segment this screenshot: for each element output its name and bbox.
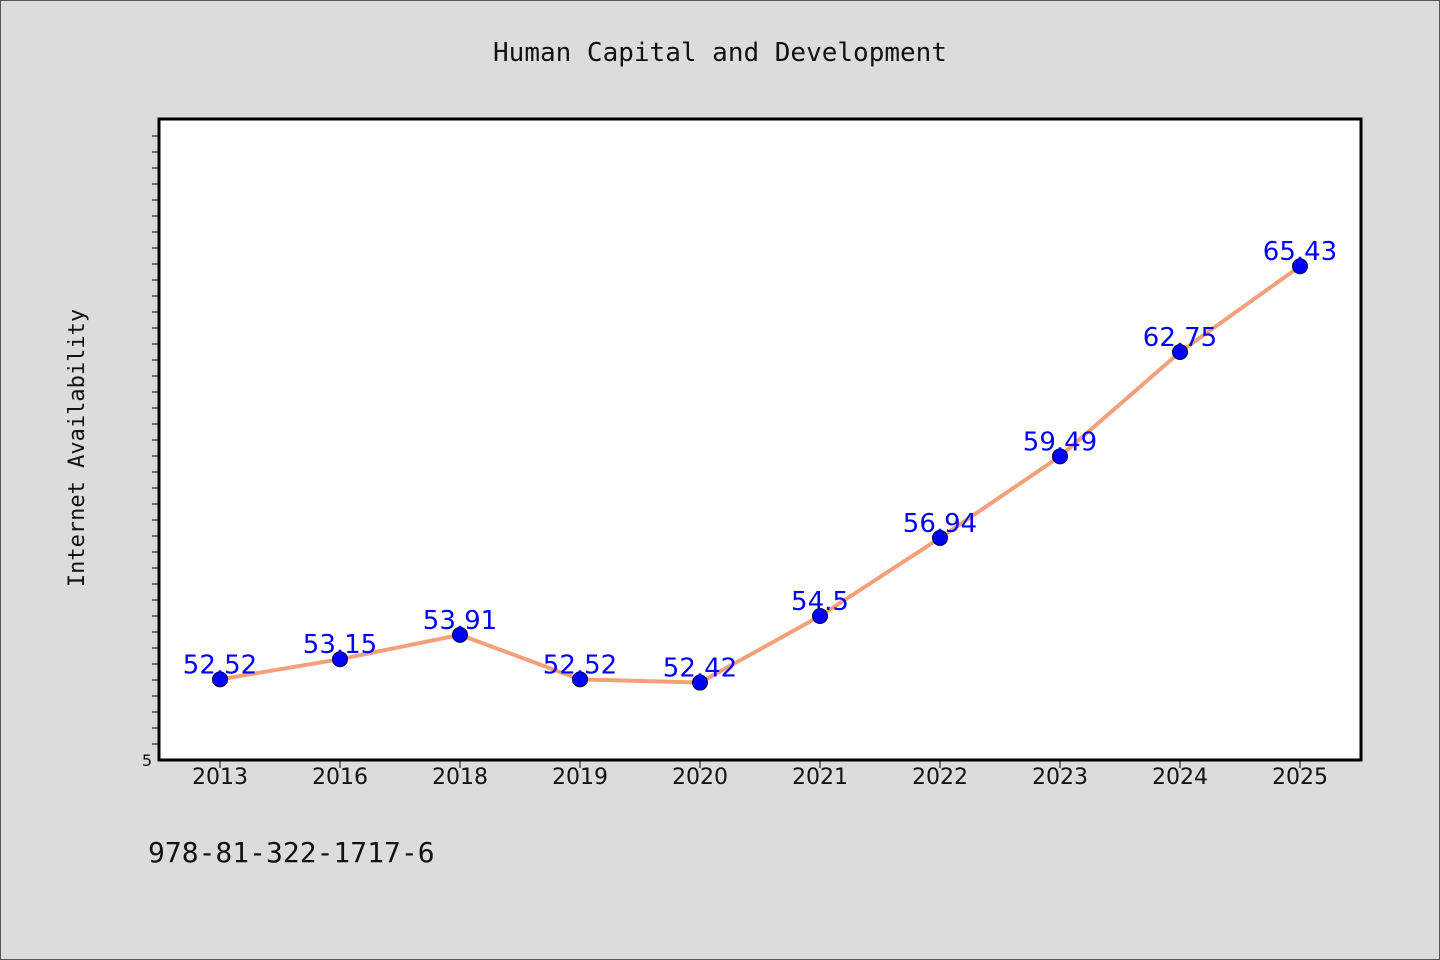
y-axis-label: Internet Availability — [65, 309, 90, 587]
data-point — [932, 529, 948, 546]
x-tick-label: 2013 — [192, 765, 248, 790]
y-tick-label: 5 — [142, 751, 152, 770]
data-label: 53.15 — [303, 630, 377, 660]
x-tick-label: 2022 — [912, 765, 968, 790]
x-tick-label: 2025 — [1272, 765, 1328, 790]
data-point — [692, 674, 708, 691]
data-label: 62.75 — [1143, 323, 1217, 353]
x-tick-label: 2019 — [552, 765, 608, 790]
x-tick-label: 2018 — [432, 765, 488, 790]
plot-area — [157, 117, 1363, 762]
data-point — [812, 608, 828, 624]
data-point — [452, 626, 468, 643]
x-tick-label: 2021 — [792, 765, 848, 790]
data-label: 65.43 — [1263, 237, 1337, 267]
data-point — [212, 671, 228, 688]
x-tick-label: 2023 — [1032, 765, 1088, 790]
data-label: 52.52 — [183, 650, 257, 680]
data-label: 52.42 — [663, 654, 737, 684]
x-tick-label: 2024 — [1152, 765, 1208, 790]
data-label: 56.94 — [903, 509, 977, 539]
footer-text: 978-81-322-1717-6 — [148, 836, 435, 869]
data-label: 54.5 — [791, 587, 849, 617]
series-group: 52.52 53.15 53.91 52.52 52.42 54.5 56.94 59.49 6… — [183, 237, 1337, 691]
data-point — [1052, 448, 1068, 465]
series-line — [218, 264, 1302, 685]
data-point — [332, 651, 348, 668]
data-point — [572, 671, 588, 688]
data-label: 53.91 — [423, 606, 497, 636]
data-point — [1172, 344, 1188, 360]
y-axis-ticks: 5 — [142, 135, 160, 770]
x-tick-label: 2016 — [312, 765, 368, 790]
data-label: 59.49 — [1023, 427, 1097, 457]
chart-title: Human Capital and Development — [493, 38, 947, 68]
x-axis-ticks: 2013 2016 2018 2019 2020 2021 2022 2023 2024 2025 — [192, 760, 1328, 790]
data-point — [1292, 258, 1308, 275]
data-label: 52.52 — [543, 650, 617, 680]
x-tick-label: 2020 — [672, 765, 728, 790]
